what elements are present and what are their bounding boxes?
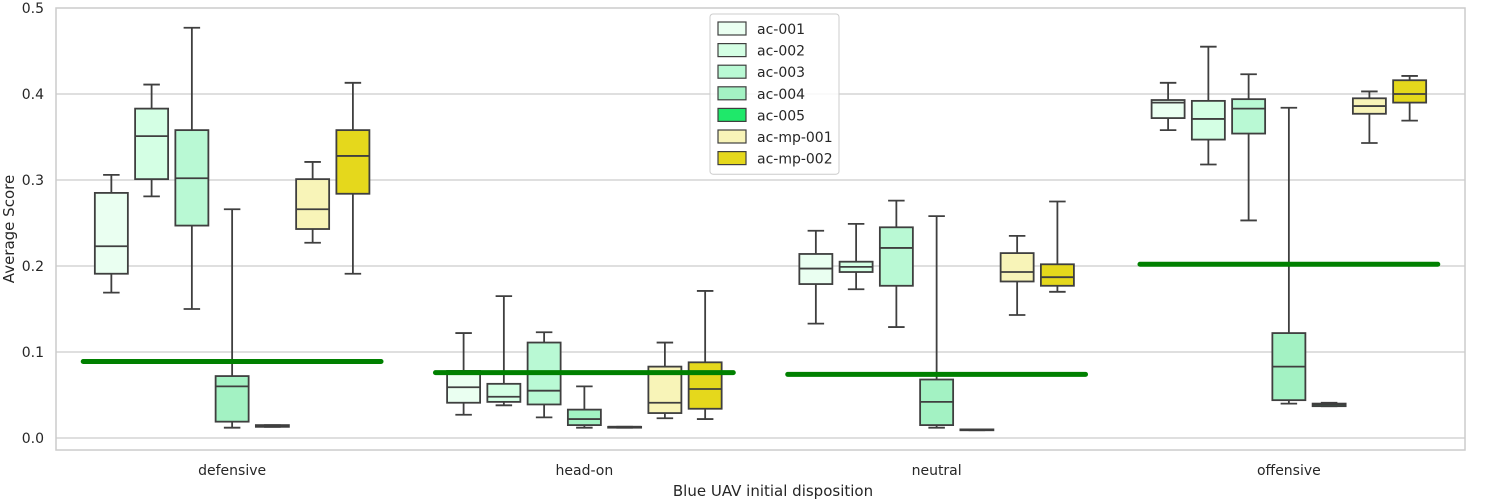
box-plot-marks bbox=[93, 26, 1428, 432]
box-iqr bbox=[566, 408, 602, 426]
box-ac-003-neutral bbox=[878, 199, 914, 328]
y-axis-label: Average Score bbox=[0, 175, 18, 283]
box-ac-004-head-on bbox=[566, 385, 602, 429]
box-iqr bbox=[999, 252, 1035, 283]
box-ac-004-neutral bbox=[919, 215, 955, 429]
box-ac-005-head-on bbox=[607, 425, 643, 429]
box-ac-004-offensive bbox=[1271, 106, 1307, 405]
box-ac-003-offensive bbox=[1231, 73, 1267, 222]
x-tick-label: offensive bbox=[1257, 463, 1321, 479]
box-iqr bbox=[1039, 263, 1075, 287]
y-tick-labels: 0.0 0.1 0.2 0.3 0.4 0.5 bbox=[22, 1, 44, 447]
box-iqr bbox=[93, 191, 129, 275]
legend-swatch bbox=[717, 107, 747, 123]
box-iqr bbox=[1150, 99, 1186, 119]
legend: ac-001 ac-002 ac-003 ac-004 ac-005 ac-mp-001 a… bbox=[709, 13, 840, 175]
legend-label: ac-004 bbox=[757, 87, 805, 103]
y-tick-label: 0.2 bbox=[22, 259, 44, 275]
y-tick-label: 0.4 bbox=[22, 87, 44, 103]
legend-label: ac-002 bbox=[757, 44, 805, 60]
x-axis-label: Blue UAV initial disposition bbox=[673, 482, 873, 500]
box-ac-001-head-on bbox=[446, 332, 482, 416]
box-ac-mp-002-head-on bbox=[687, 290, 723, 420]
box-ac-mp-001-offensive bbox=[1351, 90, 1387, 144]
box-iqr bbox=[1392, 79, 1428, 104]
legend-label: ac-001 bbox=[757, 22, 805, 38]
box-ac-002-offensive bbox=[1190, 45, 1226, 166]
box-iqr bbox=[214, 375, 250, 423]
reference-lines bbox=[80, 261, 1441, 377]
box-iqr bbox=[878, 226, 914, 287]
box-ac-004-defensive bbox=[214, 208, 250, 429]
box-ac-002-defensive bbox=[134, 83, 170, 198]
y-tick-label: 0.1 bbox=[22, 345, 44, 361]
legend-label: ac-005 bbox=[757, 108, 805, 124]
box-iqr bbox=[134, 107, 170, 181]
box-ac-002-head-on bbox=[486, 295, 522, 407]
box-ac-001-offensive bbox=[1150, 81, 1186, 132]
box-iqr bbox=[1231, 98, 1267, 135]
legend-swatch bbox=[717, 21, 747, 36]
legend-label: ac-003 bbox=[757, 65, 805, 81]
box-ac-005-defensive bbox=[254, 424, 290, 428]
legend-swatch bbox=[717, 151, 747, 166]
x-tick-label: neutral bbox=[912, 463, 962, 479]
box-iqr bbox=[295, 178, 331, 230]
x-tick-labels: defensive head-on neutral offensive bbox=[198, 463, 1321, 479]
box-iqr bbox=[335, 129, 371, 195]
x-tick-label: head-on bbox=[556, 463, 614, 479]
legend-swatch bbox=[717, 42, 747, 58]
box-ac-001-neutral bbox=[798, 229, 834, 325]
box-ac-005-offensive bbox=[1311, 401, 1347, 408]
legend-swatch bbox=[717, 64, 747, 79]
box-ac-002-neutral bbox=[838, 222, 874, 291]
box-iqr bbox=[486, 382, 522, 403]
box-ac-005-neutral bbox=[959, 428, 995, 432]
y-tick-label: 0.5 bbox=[22, 1, 44, 17]
legend-swatch bbox=[717, 129, 747, 144]
box-ac-mp-001-defensive bbox=[295, 161, 331, 244]
y-tick-label: 0.0 bbox=[22, 431, 44, 447]
legend-swatch bbox=[717, 86, 747, 101]
box-iqr bbox=[1190, 99, 1226, 141]
box-iqr bbox=[687, 361, 723, 410]
y-tick-label: 0.3 bbox=[22, 173, 44, 189]
x-tick-label: defensive bbox=[198, 463, 266, 479]
box-ac-mp-002-defensive bbox=[335, 81, 371, 275]
legend-label: ac-mp-002 bbox=[757, 152, 833, 168]
box-ac-003-defensive bbox=[174, 26, 210, 310]
box-ac-mp-002-offensive bbox=[1392, 75, 1428, 122]
box-ac-001-defensive bbox=[93, 173, 129, 294]
box-ac-mp-002-neutral bbox=[1039, 200, 1075, 293]
legend-label: ac-mp-001 bbox=[757, 130, 833, 146]
box-ac-mp-001-neutral bbox=[999, 234, 1035, 316]
